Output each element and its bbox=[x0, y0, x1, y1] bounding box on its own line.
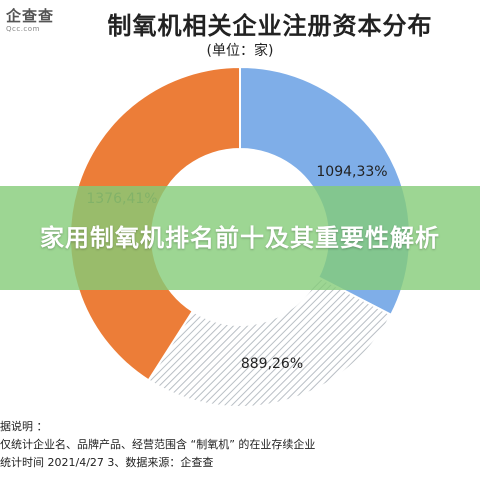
note-line-1: 据说明 ： bbox=[0, 420, 48, 433]
donut-slice-2 bbox=[147, 275, 393, 408]
note-line-3: 统计时间 2021/4/27 3、数据来源：企查查 bbox=[0, 456, 214, 469]
banner-title: 家用制氧机排名前十及其重要性解析 bbox=[40, 224, 440, 252]
slice-label-1: 1094,33% bbox=[316, 164, 387, 180]
logo-domain: Qcc.com bbox=[6, 25, 40, 33]
slice-label-2: 889,26% bbox=[241, 356, 303, 372]
chart-subtitle: (单位：家) bbox=[206, 43, 274, 59]
overlay-banner: 家用制氧机排名前十及其重要性解析 bbox=[0, 186, 480, 290]
note-line-2: 仅统计企业名、品牌产品、经营范围含 “制氧机” 的在业存续企业 bbox=[0, 438, 316, 451]
chart-notes: 据说明 ： 仅统计企业名、品牌产品、经营范围含 “制氧机” 的在业存续企业 统计… bbox=[0, 418, 480, 472]
logo: 企查查 Qcc.com bbox=[6, 7, 64, 34]
logo-text: 企查查 bbox=[6, 7, 55, 25]
chart-title: 制氧机相关企业注册资本分布 bbox=[107, 12, 433, 40]
